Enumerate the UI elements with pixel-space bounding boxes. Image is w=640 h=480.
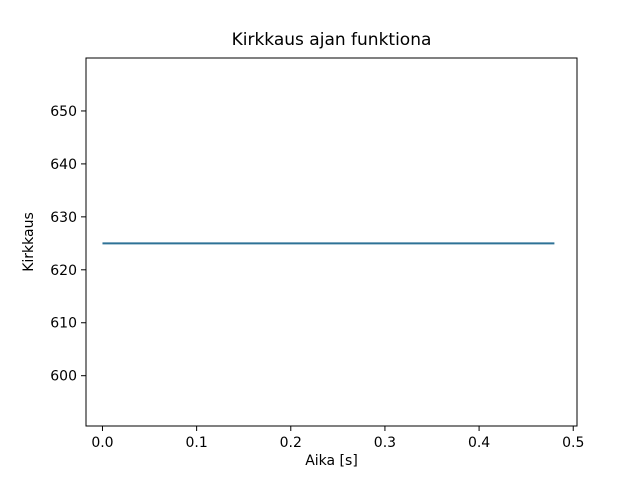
x-tick-label: 0.1	[185, 435, 207, 451]
x-axis-label: Aika [s]	[305, 453, 358, 469]
x-tick-label: 0.2	[280, 435, 302, 451]
y-tick-label: 630	[50, 210, 77, 226]
y-tick-label: 610	[50, 316, 77, 332]
y-tick-label: 640	[50, 157, 77, 173]
y-axis-label: Kirkkaus	[21, 212, 37, 272]
x-tick-label: 0.3	[374, 435, 396, 451]
axes-spines	[85, 57, 578, 427]
y-tick-label: 650	[50, 104, 77, 120]
chart-title: Kirkkaus ajan funktiona	[231, 30, 432, 50]
x-tick-label: 0.5	[562, 435, 584, 451]
y-tick-label: 620	[50, 263, 77, 279]
x-tick-label: 0.4	[468, 435, 490, 451]
x-tick-label: 0.0	[91, 435, 113, 451]
y-tick-label: 600	[50, 369, 77, 385]
